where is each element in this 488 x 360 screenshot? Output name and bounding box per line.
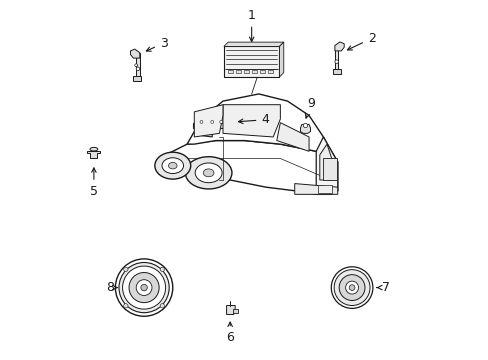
Text: 6: 6 — [226, 322, 234, 344]
Circle shape — [333, 270, 369, 306]
Text: 1: 1 — [247, 9, 255, 41]
Ellipse shape — [168, 162, 177, 169]
Ellipse shape — [195, 163, 222, 183]
Polygon shape — [87, 150, 100, 158]
Circle shape — [123, 304, 128, 308]
Polygon shape — [223, 105, 280, 137]
Circle shape — [345, 281, 358, 294]
Polygon shape — [158, 140, 337, 194]
Polygon shape — [319, 144, 333, 180]
Polygon shape — [279, 42, 283, 77]
Circle shape — [123, 267, 128, 271]
FancyBboxPatch shape — [244, 70, 248, 73]
Polygon shape — [333, 69, 341, 74]
Circle shape — [303, 123, 307, 128]
Ellipse shape — [155, 152, 190, 179]
Text: 5: 5 — [90, 168, 98, 198]
Polygon shape — [226, 306, 235, 315]
FancyBboxPatch shape — [236, 70, 241, 73]
Text: 2: 2 — [347, 32, 375, 50]
Circle shape — [219, 121, 222, 123]
Circle shape — [330, 267, 372, 309]
Circle shape — [135, 64, 137, 67]
Circle shape — [160, 304, 164, 308]
Ellipse shape — [162, 158, 183, 174]
Polygon shape — [233, 309, 238, 313]
Circle shape — [200, 121, 203, 123]
Circle shape — [141, 284, 147, 291]
FancyBboxPatch shape — [267, 70, 272, 73]
Circle shape — [136, 280, 152, 296]
Circle shape — [339, 275, 364, 301]
Circle shape — [334, 60, 338, 63]
Polygon shape — [133, 76, 141, 81]
Polygon shape — [187, 94, 337, 162]
Polygon shape — [316, 137, 337, 194]
Ellipse shape — [90, 147, 98, 151]
Polygon shape — [224, 46, 279, 77]
Polygon shape — [300, 125, 310, 134]
FancyBboxPatch shape — [323, 158, 336, 180]
Polygon shape — [334, 45, 338, 74]
Circle shape — [136, 67, 140, 71]
FancyBboxPatch shape — [251, 70, 256, 73]
Polygon shape — [198, 128, 212, 137]
Text: 4: 4 — [238, 113, 269, 126]
Text: 9: 9 — [305, 98, 314, 118]
FancyBboxPatch shape — [228, 70, 233, 73]
Polygon shape — [224, 42, 283, 46]
Text: 8: 8 — [106, 281, 117, 294]
Circle shape — [129, 273, 159, 303]
Text: 3: 3 — [146, 36, 167, 51]
Circle shape — [115, 259, 172, 316]
Circle shape — [122, 266, 165, 309]
Circle shape — [210, 121, 213, 123]
Circle shape — [160, 267, 164, 271]
Polygon shape — [223, 108, 230, 118]
Text: 7: 7 — [376, 281, 389, 294]
Polygon shape — [294, 184, 337, 194]
Polygon shape — [334, 42, 344, 51]
Polygon shape — [130, 49, 140, 58]
Polygon shape — [194, 105, 223, 137]
Ellipse shape — [203, 169, 214, 177]
Circle shape — [348, 285, 354, 291]
Polygon shape — [136, 53, 140, 81]
Circle shape — [119, 262, 169, 313]
FancyBboxPatch shape — [259, 70, 264, 73]
FancyBboxPatch shape — [317, 185, 332, 193]
Polygon shape — [276, 123, 308, 151]
Polygon shape — [192, 118, 230, 128]
Ellipse shape — [185, 157, 231, 189]
